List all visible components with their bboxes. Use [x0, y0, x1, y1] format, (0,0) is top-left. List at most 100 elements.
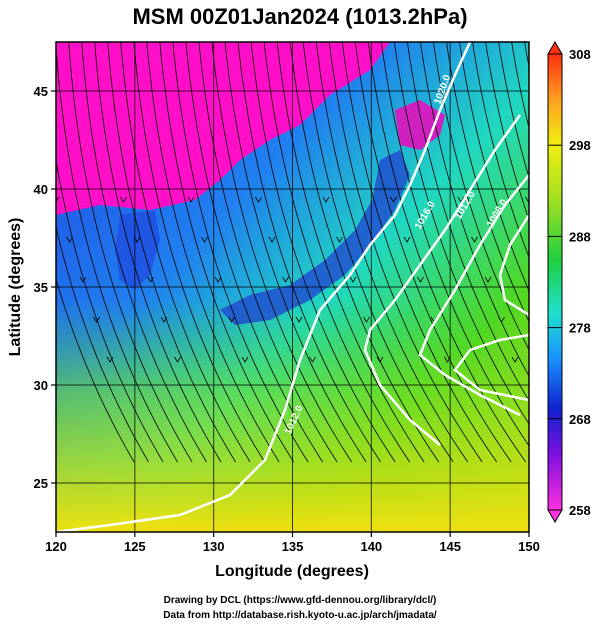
streamline	[94, 42, 222, 463]
streamline-arrow	[133, 236, 141, 243]
y-tick-label: 35	[34, 280, 48, 295]
streamline	[56, 42, 178, 463]
streamline-arrow	[93, 316, 100, 323]
streamline-arrow	[403, 236, 411, 243]
streamline	[328, 42, 483, 463]
streamline	[446, 42, 529, 323]
x-tick-label: 150	[518, 539, 540, 554]
northern-cold-region	[56, 42, 390, 215]
streamline	[485, 42, 529, 222]
isobar	[56, 42, 472, 532]
isobar	[453, 333, 529, 402]
streamline	[498, 42, 529, 179]
streamline	[198, 42, 338, 463]
streamline	[380, 42, 529, 447]
streamline	[433, 42, 529, 351]
streamline-arrow	[539, 237, 545, 242]
colorbar-tick-label: 268	[569, 412, 591, 427]
x-tick-label: 140	[360, 539, 382, 554]
streamline-arrow	[187, 196, 195, 203]
streamline	[315, 42, 469, 463]
streamline-arrow	[268, 236, 276, 243]
y-axis-ticks: 45 40 35 30 25	[34, 84, 56, 491]
x-tick-label: 135	[282, 539, 304, 554]
isobar	[418, 174, 529, 417]
y-axis-label: Latitude (degrees)	[7, 218, 24, 357]
streamline	[224, 42, 367, 463]
streamline-arrow	[580, 357, 586, 362]
y-tick-label: 30	[34, 378, 48, 393]
colorbar-bottom-arrow	[547, 509, 563, 523]
streamline	[159, 42, 294, 463]
colorbar-gradient	[547, 53, 563, 511]
streamline	[511, 42, 529, 130]
streamline-arrow	[498, 316, 505, 323]
x-tick-label: 125	[124, 539, 146, 554]
streamline	[56, 277, 135, 463]
streamline-arrow	[309, 356, 316, 363]
streamline	[146, 42, 280, 463]
credit-line-1: Drawing by DCL (https://www.gfd-dennou.o…	[164, 595, 437, 606]
streamline	[354, 42, 512, 463]
streamline	[575, 32, 599, 462]
colorbar-tick-label: 308	[569, 47, 591, 62]
streamline	[459, 42, 529, 292]
x-axis-label: Longitude (degrees)	[215, 563, 369, 580]
streamline-arrow	[484, 276, 492, 283]
streamline	[393, 42, 529, 425]
streamline	[276, 42, 425, 463]
streamline	[250, 42, 396, 463]
streamline-arrow	[511, 356, 519, 363]
isobar	[498, 214, 529, 317]
streamline	[211, 42, 352, 463]
streamline	[420, 42, 529, 377]
streamline	[133, 42, 265, 463]
streamline-arrow	[255, 196, 262, 203]
streamline-arrow	[201, 236, 208, 243]
streamline-arrow	[160, 316, 168, 323]
streamline-arrow	[376, 356, 384, 363]
streamline	[107, 42, 236, 463]
streamline	[237, 42, 381, 463]
streamline-arrow	[282, 276, 289, 283]
y-tick-label: 25	[34, 476, 48, 491]
pressure-contours	[56, 42, 529, 532]
streamline-arrow	[79, 276, 87, 283]
colorbar-tick-label: 278	[569, 321, 591, 336]
streamline	[289, 42, 440, 463]
x-tick-label: 145	[439, 539, 461, 554]
streamline	[302, 42, 454, 463]
colorbar-ticks: 308 298 288 278 268 258	[548, 47, 591, 518]
streamline-arrow	[336, 236, 343, 243]
streamline-arrow	[174, 356, 181, 363]
streamline-arrow	[349, 276, 357, 283]
colorbar-top-arrow	[547, 41, 563, 55]
chart-title: MSM 00Z01Jan2024 (1013.2hPa)	[132, 4, 467, 29]
streamline-arrow	[214, 276, 222, 283]
streamline	[68, 42, 193, 463]
isobar	[363, 114, 522, 446]
x-axis-ticks: 120 125 130 135 140 145 150	[45, 532, 540, 554]
streamline-arrow	[106, 356, 114, 363]
streamline	[341, 42, 498, 463]
streamline-arrow	[147, 276, 154, 283]
colorbar-tick-label: 298	[569, 138, 591, 153]
streamline	[263, 42, 410, 463]
streamline-arrow	[295, 316, 303, 323]
colorbar-tick-label: 288	[569, 229, 591, 244]
streamline	[120, 42, 251, 463]
streamline-arrow	[56, 196, 60, 203]
streamline	[172, 42, 309, 463]
y-tick-label: 40	[34, 182, 48, 197]
streamline-arrow	[444, 356, 451, 363]
streamline-arrow	[363, 316, 370, 323]
streamline-arrow	[228, 316, 235, 323]
streamline	[56, 157, 164, 463]
streamline-arrow	[417, 276, 424, 283]
x-tick-label: 130	[203, 539, 225, 554]
credit-line-2: Data from http://database.rish.kyoto-u.a…	[163, 610, 437, 621]
colorbar: 308 298 288 278 268 258	[547, 41, 591, 523]
streamline-arrow	[471, 236, 478, 243]
streamline-arrow	[593, 197, 599, 202]
korea-region	[115, 210, 160, 290]
